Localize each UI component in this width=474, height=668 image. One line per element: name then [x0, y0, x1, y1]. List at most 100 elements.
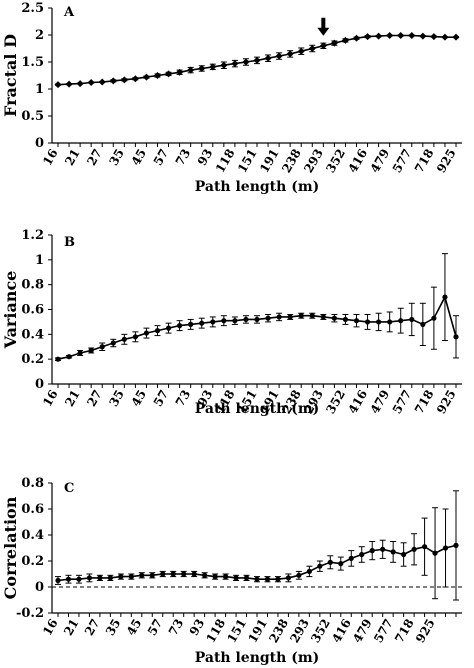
data-point	[353, 318, 360, 324]
data-point	[275, 52, 283, 60]
data-point	[55, 577, 61, 584]
data-point	[411, 546, 417, 552]
data-point	[231, 60, 239, 68]
x-tick-label: 73	[173, 147, 193, 168]
data-point	[222, 574, 229, 580]
data-point	[341, 36, 349, 44]
x-tick-label: 35	[106, 388, 126, 409]
x-axis-title: Path length (m)	[195, 650, 320, 666]
x-tick-label: 718	[412, 388, 437, 417]
data-point	[198, 64, 206, 72]
data-point	[87, 79, 95, 87]
data-point	[297, 47, 305, 55]
data-point	[65, 576, 72, 582]
data-point	[212, 574, 218, 580]
x-tick-label: 21	[62, 388, 82, 409]
x-tick-label: 45	[124, 617, 144, 638]
data-point	[420, 321, 426, 327]
data-point	[286, 50, 294, 58]
data-point	[380, 546, 386, 552]
data-point	[232, 318, 238, 324]
data-point	[253, 56, 261, 64]
data-point	[317, 563, 323, 569]
data-point	[327, 559, 333, 565]
x-tick-label: 21	[62, 147, 82, 168]
data-point	[209, 63, 217, 71]
x-tick-label: 479	[368, 147, 393, 176]
data-point	[431, 315, 437, 321]
data-point	[160, 571, 166, 577]
data-point	[181, 571, 187, 577]
x-tick-label: 45	[129, 147, 149, 168]
x-tick-label: 577	[390, 388, 415, 417]
data-point	[387, 319, 393, 325]
y-tick-label: 0.8	[21, 476, 44, 491]
x-tick-label: 21	[61, 617, 81, 638]
data-point	[442, 545, 449, 551]
data-point	[110, 340, 116, 346]
data-point	[408, 32, 416, 40]
x-tick-label: 118	[213, 147, 238, 176]
data-point	[353, 34, 360, 42]
x-tick-label: 577	[371, 617, 396, 646]
y-tick-label: 1.2	[21, 228, 44, 243]
data-point	[342, 316, 349, 323]
x-tick-label: 73	[166, 617, 186, 638]
x-tick-label: 293	[287, 617, 312, 646]
x-tick-label: 925	[434, 147, 459, 176]
data-point	[452, 33, 460, 41]
data-point	[55, 356, 61, 362]
data-point	[97, 575, 103, 581]
x-tick-label: 479	[350, 617, 375, 646]
data-point	[421, 544, 428, 550]
x-tick-label: 45	[129, 388, 149, 409]
data-point	[285, 575, 292, 581]
data-point	[120, 76, 128, 84]
data-point	[98, 78, 106, 86]
data-point	[177, 323, 183, 329]
data-point	[220, 61, 228, 69]
x-tick-label: 57	[151, 388, 171, 409]
data-point	[66, 354, 72, 360]
x-tick-label: 925	[413, 617, 438, 646]
series-line	[57, 544, 457, 582]
data-point	[188, 321, 194, 327]
data-point	[254, 316, 260, 323]
data-point	[442, 294, 448, 300]
x-tick-label: 57	[151, 147, 171, 168]
data-point	[154, 328, 161, 334]
data-point	[375, 32, 383, 40]
x-tick-label: 238	[279, 147, 304, 176]
panel-label: B	[64, 235, 75, 250]
y-tick-label: 0	[35, 580, 44, 595]
x-tick-label: 352	[308, 617, 333, 646]
x-tick-label: 293	[301, 147, 326, 176]
x-tick-label: 57	[145, 617, 165, 638]
data-point	[65, 80, 73, 88]
data-point	[107, 575, 113, 581]
y-tick-label: 0.6	[21, 303, 44, 318]
y-tick-label: 1	[35, 253, 44, 268]
x-tick-label: 718	[392, 617, 417, 646]
data-point	[242, 58, 250, 66]
x-tick-label: 27	[84, 147, 104, 168]
data-point	[121, 336, 127, 342]
data-point	[264, 576, 271, 582]
x-tick-label: 718	[412, 147, 437, 176]
data-point	[88, 347, 94, 354]
data-point	[142, 73, 150, 81]
y-tick-label: 0	[35, 377, 44, 392]
data-point	[199, 320, 205, 326]
data-point	[376, 319, 382, 325]
data-point	[264, 54, 272, 62]
data-point	[187, 66, 195, 74]
data-point	[77, 350, 83, 356]
data-point	[99, 344, 105, 350]
data-point	[276, 314, 282, 320]
data-point	[109, 77, 117, 85]
y-axis-title: Variance	[1, 271, 20, 350]
x-tick-label: 93	[187, 617, 207, 638]
data-point	[398, 318, 404, 324]
data-point	[453, 334, 459, 340]
